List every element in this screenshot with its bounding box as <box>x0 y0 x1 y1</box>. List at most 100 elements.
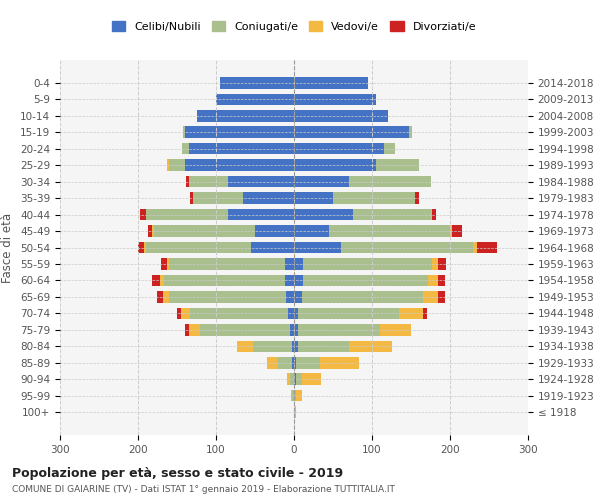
Bar <box>349 176 431 188</box>
Bar <box>140 209 146 220</box>
Bar <box>298 324 380 336</box>
Bar <box>244 192 294 204</box>
Bar <box>266 357 278 368</box>
Bar <box>286 291 294 302</box>
Bar <box>353 209 431 220</box>
Bar <box>288 308 294 319</box>
Bar <box>138 242 144 254</box>
Bar <box>400 308 422 319</box>
Bar <box>320 357 359 368</box>
Bar <box>431 209 432 220</box>
Bar <box>294 126 409 138</box>
Bar <box>473 242 478 254</box>
Bar <box>294 226 329 237</box>
Bar <box>294 274 304 286</box>
Bar <box>200 324 290 336</box>
Text: Popolazione per età, sesso e stato civile - 2019: Popolazione per età, sesso e stato civil… <box>12 468 343 480</box>
Bar <box>294 406 296 418</box>
Bar <box>185 126 294 138</box>
Bar <box>193 192 244 204</box>
Bar <box>294 110 388 122</box>
Bar <box>290 374 294 385</box>
Bar <box>291 390 292 402</box>
Bar <box>228 209 294 220</box>
Bar <box>164 274 284 286</box>
Bar <box>415 192 419 204</box>
Bar <box>146 209 228 220</box>
Bar <box>432 258 438 270</box>
Bar <box>187 176 188 188</box>
Bar <box>216 94 294 105</box>
Bar <box>251 242 294 254</box>
Bar <box>294 357 296 368</box>
Bar <box>152 274 160 286</box>
Bar <box>294 94 376 105</box>
Bar <box>169 160 185 171</box>
Bar <box>188 143 294 154</box>
Bar <box>284 274 294 286</box>
Bar <box>292 340 294 352</box>
Bar <box>183 126 185 138</box>
Legend: Celibi/Nubili, Coniugati/e, Vedovi/e, Divorziati/e: Celibi/Nubili, Coniugati/e, Vedovi/e, Di… <box>107 17 481 36</box>
Bar <box>294 242 341 254</box>
Bar <box>450 226 452 237</box>
Bar <box>296 374 302 385</box>
Bar <box>478 242 497 254</box>
Bar <box>148 226 152 237</box>
Bar <box>298 340 349 352</box>
Bar <box>160 274 164 286</box>
Bar <box>294 209 353 220</box>
Bar <box>302 291 423 302</box>
Bar <box>294 390 296 402</box>
Bar <box>294 324 298 336</box>
Bar <box>294 192 333 204</box>
Bar <box>161 258 167 270</box>
Bar <box>190 308 288 319</box>
Bar <box>167 258 169 270</box>
Bar <box>294 374 296 385</box>
Bar <box>333 192 415 204</box>
Bar <box>294 258 304 270</box>
Bar <box>253 340 292 352</box>
Bar <box>154 226 255 237</box>
Bar <box>452 226 462 237</box>
Bar <box>294 143 384 154</box>
Bar <box>220 77 294 88</box>
Text: COMUNE DI GAIARINE (TV) - Dati ISTAT 1° gennaio 2019 - Elaborazione TUTTITALIA.I: COMUNE DI GAIARINE (TV) - Dati ISTAT 1° … <box>12 485 395 494</box>
Y-axis label: Fasce di età: Fasce di età <box>1 212 14 282</box>
Bar <box>188 176 228 188</box>
Bar <box>380 324 411 336</box>
Bar <box>228 176 294 188</box>
Bar <box>329 226 450 237</box>
Bar <box>294 176 349 188</box>
Bar <box>188 324 200 336</box>
Bar <box>296 390 302 402</box>
Bar <box>423 308 427 319</box>
Bar <box>167 160 169 171</box>
Bar <box>181 308 190 319</box>
Bar <box>304 274 428 286</box>
Bar <box>182 143 188 154</box>
Bar <box>237 340 253 352</box>
Bar <box>287 374 290 385</box>
Bar <box>384 143 395 154</box>
Bar <box>278 357 292 368</box>
Bar <box>197 110 294 122</box>
Bar <box>144 242 146 254</box>
Bar <box>292 390 294 402</box>
Bar <box>169 291 286 302</box>
Bar <box>296 357 320 368</box>
Bar <box>423 291 439 302</box>
Bar <box>304 258 432 270</box>
Bar <box>437 274 445 286</box>
Bar <box>298 308 400 319</box>
Bar <box>294 160 376 171</box>
Bar <box>349 340 392 352</box>
Bar <box>292 357 294 368</box>
Bar <box>376 160 419 171</box>
Bar <box>294 308 298 319</box>
Bar <box>185 324 188 336</box>
Bar <box>146 242 251 254</box>
Bar <box>185 160 294 171</box>
Y-axis label: Anni di nascita: Anni di nascita <box>598 204 600 291</box>
